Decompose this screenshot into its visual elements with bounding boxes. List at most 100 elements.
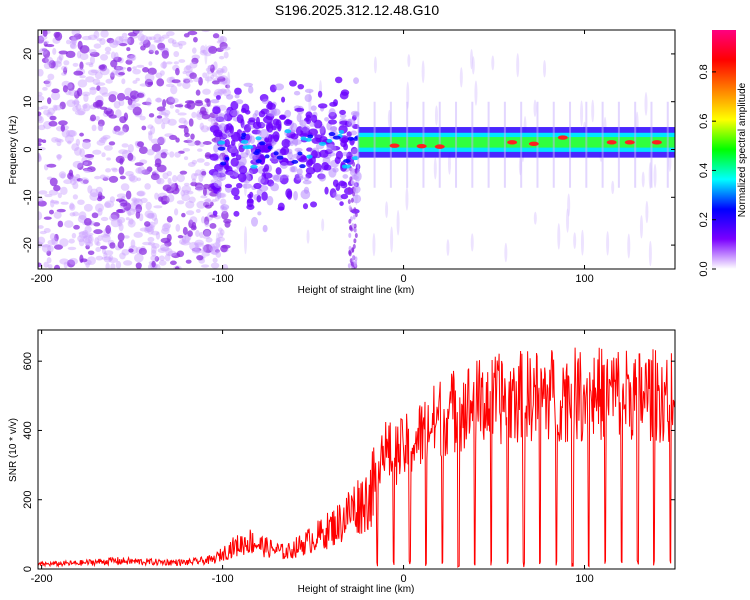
transition-cell [289,80,297,87]
transition-cell [334,76,343,84]
noise-streak [446,239,450,256]
noise-cell [69,40,76,49]
noise-cell [38,124,46,131]
noise-cell [118,166,125,175]
noise-cell [154,217,159,225]
noise-cell [64,220,74,228]
noise-cell [184,100,195,104]
tail-cell [350,167,354,173]
transition-cell [318,173,327,182]
spectrogram-x-label: Height of straight line (km) [298,285,415,296]
noise-cell [125,217,130,221]
noise-cell [79,254,84,263]
noise-cell [78,231,88,235]
noise-cell [217,35,228,44]
noise-cell [195,184,204,192]
noise-cell [150,138,160,144]
noise-cell [101,256,111,260]
noise-cell [114,36,124,45]
noise-cell [142,67,149,73]
noise-cell [57,220,64,228]
noise-cell [96,241,101,247]
x-tick-label: 100 [575,273,593,285]
noise-cell [221,210,229,220]
noise-cell [121,143,129,148]
noise-cell [182,81,191,90]
noise-cell [142,39,151,48]
noise-cell [118,223,124,232]
noise-cell [71,30,81,36]
noise-cell [69,212,76,217]
noise-cell [56,56,63,64]
noise-cell [165,83,175,88]
noise-cell [97,119,105,127]
transition-cell [350,130,358,136]
noise-cell [110,167,118,171]
noise-cell [183,156,189,161]
noise-cell [178,239,187,245]
noise-cell [127,211,132,217]
noise-cell [117,208,124,213]
transition-cell [258,110,266,118]
noise-cell [127,143,134,153]
transition-cell [236,182,243,189]
noise-cell [60,201,69,205]
noise-cell [175,109,180,114]
peak-point [651,140,662,145]
transition-cell [220,204,230,211]
transition-cell [230,187,240,197]
noise-cell [180,240,191,246]
noise-cell [187,30,198,36]
noise-cell [100,216,109,222]
noise-cell [183,139,193,143]
x-tick-label: 0 [400,273,406,285]
noise-cell [166,170,173,177]
transition-cell [305,166,316,175]
noise-cell [121,32,128,38]
noise-cell [99,37,106,45]
noise-cell [44,193,53,198]
noise-cell [174,151,181,158]
tail-cell [353,207,357,213]
transition-cell [296,113,302,123]
noise-cell [210,262,220,269]
colorbar-tick-label: 0.2 [698,212,710,227]
noise-streak [372,233,376,257]
noise-cell [89,114,97,122]
noise-cell [66,83,73,89]
noise-cell [162,60,167,70]
noise-cell [93,43,102,49]
noise-cell [95,115,100,121]
noise-cell [140,197,148,204]
noise-cell [42,49,51,59]
noise-cell [159,243,170,251]
noise-cell [104,202,112,208]
noise-cell [147,130,153,136]
noise-cell [194,239,205,248]
noise-cell [133,200,140,204]
noise-cell [190,133,195,140]
noise-cell [75,103,82,111]
transition-cell [279,115,286,121]
noise-cell [151,260,156,268]
noise-cell [159,70,165,76]
noise-cell [62,85,68,93]
transition-cell [263,172,273,179]
transition-core [300,136,307,141]
transition-cell [212,210,218,216]
noise-cell [160,152,167,159]
noise-streak [447,152,451,175]
noise-cell [175,137,180,143]
noise-cell [97,235,103,242]
noise-cell [46,257,52,264]
noise-cell [38,111,42,117]
peak-point [389,143,400,148]
noise-cell [144,227,151,234]
transition-cell [261,98,270,105]
transition-cell [294,107,305,112]
noise-cell [167,250,177,257]
noise-cell [47,239,56,245]
transition-core [258,141,266,146]
transition-cell [277,202,285,211]
noise-cell [95,255,104,261]
